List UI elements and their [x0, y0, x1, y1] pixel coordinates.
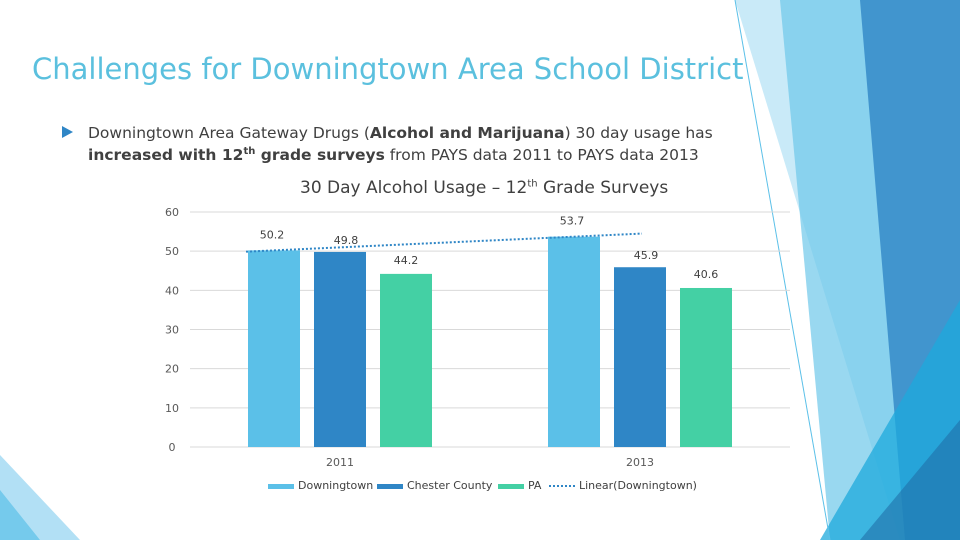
bar — [548, 236, 600, 447]
deco-bottom-tri2 — [860, 420, 960, 540]
legend: Downingtown — [268, 479, 373, 492]
y-tick-label: 60 — [165, 206, 179, 219]
deco-line — [734, 0, 831, 540]
data-label: 50.2 — [260, 228, 285, 241]
page-title: Challenges for Downingtown Area School D… — [32, 52, 744, 86]
legend-swatch-downingtown — [268, 483, 294, 489]
x-tick-label: 2013 — [626, 456, 654, 469]
y-tick-label: 50 — [165, 245, 179, 258]
deco-left-tri2 — [0, 490, 40, 540]
chart-title: 30 Day Alcohol Usage – 12th Grade Survey… — [300, 178, 669, 198]
data-label: 45.9 — [634, 249, 659, 262]
legend-item-trendline: Linear(Downingtown) — [549, 479, 697, 492]
legend-item-chester: Chester County — [377, 479, 492, 492]
data-label: 44.2 — [394, 254, 419, 267]
bar — [248, 250, 300, 447]
y-tick-label: 40 — [165, 284, 179, 297]
data-label: 53.7 — [560, 215, 585, 228]
y-tick-label: 20 — [165, 363, 179, 376]
legend-swatch-chester — [377, 483, 403, 489]
bullet-arrow-icon — [62, 126, 73, 138]
bar — [380, 273, 432, 447]
y-tick-label: 0 — [169, 441, 176, 454]
bar — [680, 287, 732, 447]
bar — [614, 267, 666, 447]
data-label: 40.6 — [694, 268, 719, 281]
y-tick-label: 30 — [165, 324, 179, 337]
bullet-text: Downingtown Area Gateway Drugs (Alcohol … — [88, 124, 713, 164]
data-label: 49.8 — [334, 234, 359, 247]
bar — [314, 251, 366, 447]
legend-item-downingtown: Downingtown — [268, 479, 373, 492]
legend-swatch-pa — [498, 483, 524, 489]
legend-swatch-trendline — [549, 485, 575, 487]
y-tick-label: 10 — [165, 402, 179, 415]
x-tick-label: 2011 — [326, 456, 354, 469]
legend-item-pa: PA — [498, 479, 541, 492]
